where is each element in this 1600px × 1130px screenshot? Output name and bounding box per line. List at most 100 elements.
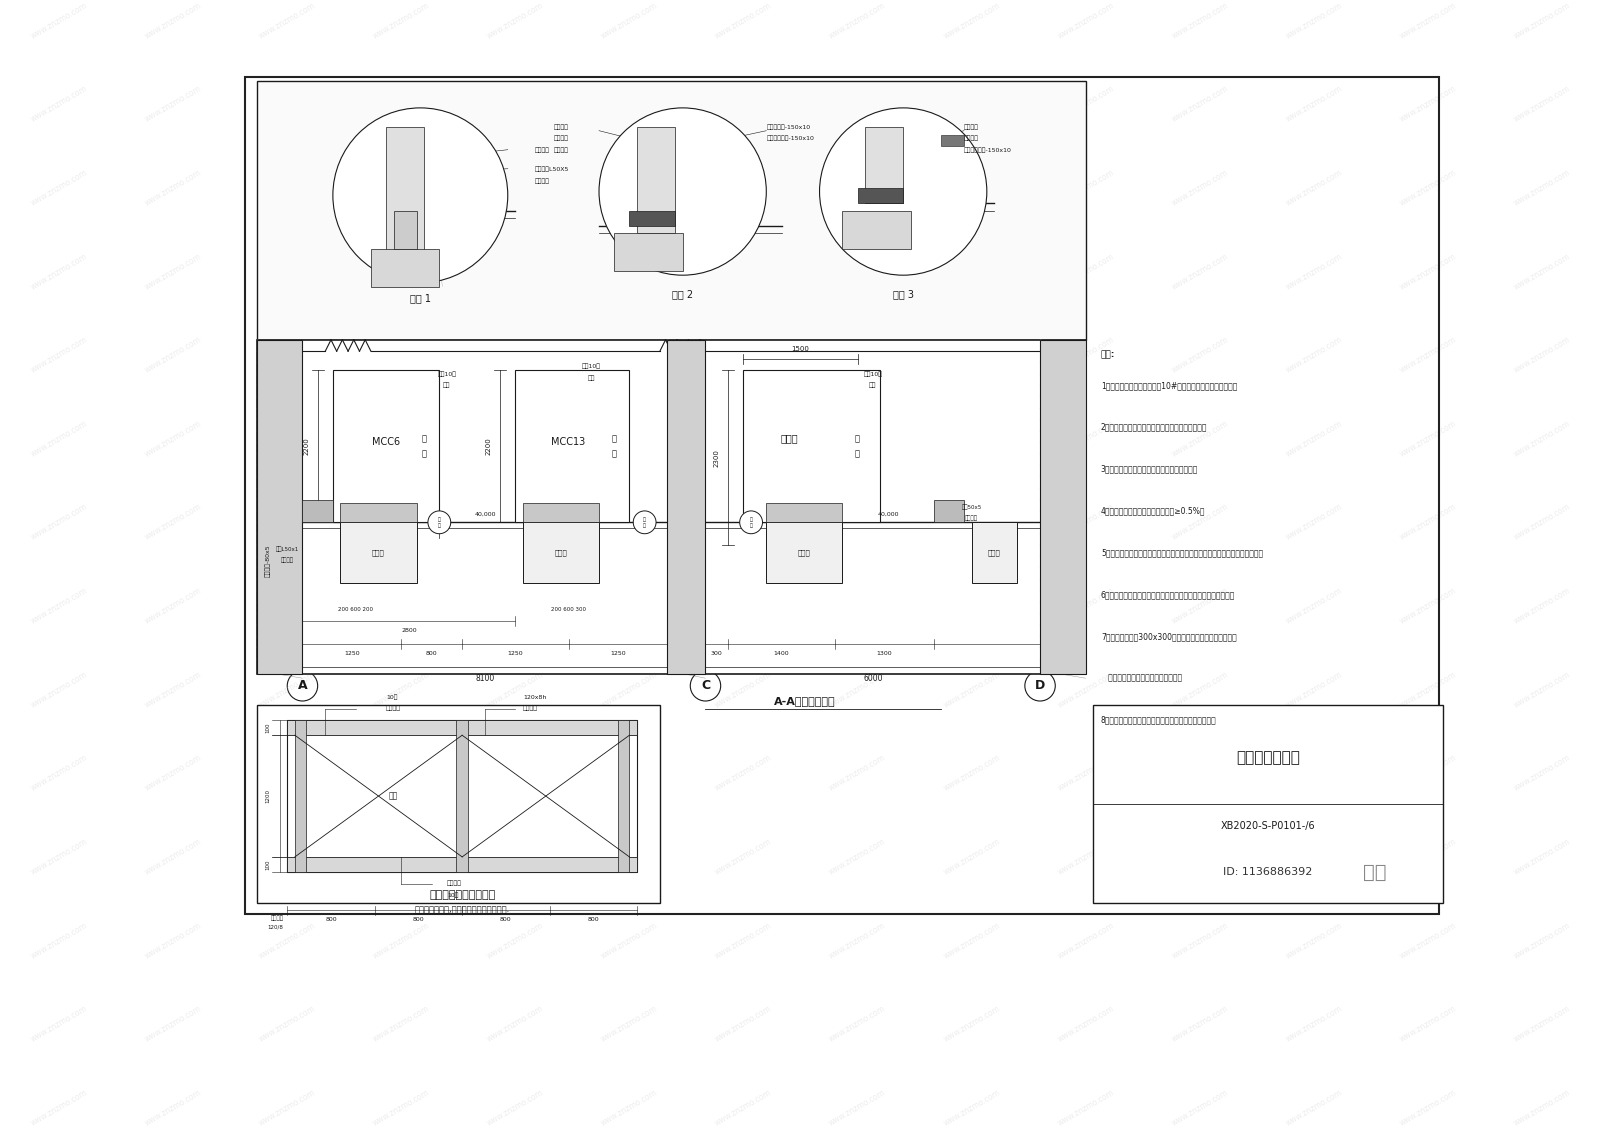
- Bar: [667, 340, 706, 675]
- Text: www.znzmo.com: www.znzmo.com: [258, 336, 317, 375]
- Bar: [629, 210, 675, 226]
- Text: 注：槽钢与扁钢,槽钢与槽钢的连接均焊接.: 注：槽钢与扁钢,槽钢与槽钢的连接均焊接.: [414, 905, 510, 914]
- Text: 通长: 通长: [869, 383, 877, 389]
- Text: 角钢50x5: 角钢50x5: [962, 504, 982, 510]
- Text: www.znzmo.com: www.znzmo.com: [1512, 921, 1571, 960]
- Text: www.znzmo.com: www.znzmo.com: [29, 168, 90, 208]
- Text: www.znzmo.com: www.znzmo.com: [485, 1005, 546, 1044]
- Text: 前: 前: [611, 450, 616, 459]
- Text: www.znzmo.com: www.znzmo.com: [485, 419, 546, 459]
- Text: www.znzmo.com: www.znzmo.com: [1398, 1005, 1458, 1044]
- Text: www.znzmo.com: www.znzmo.com: [485, 168, 546, 208]
- Text: 100: 100: [266, 722, 270, 733]
- Bar: [766, 522, 842, 583]
- Text: www.znzmo.com: www.znzmo.com: [600, 168, 659, 208]
- Text: www.znzmo.com: www.znzmo.com: [1170, 85, 1230, 124]
- Text: www.znzmo.com: www.znzmo.com: [258, 168, 317, 208]
- Text: www.znzmo.com: www.znzmo.com: [942, 503, 1002, 542]
- Text: www.znzmo.com: www.znzmo.com: [1283, 586, 1344, 626]
- Text: www.znzmo.com: www.znzmo.com: [714, 336, 773, 375]
- Bar: [371, 249, 440, 287]
- Text: www.znzmo.com: www.znzmo.com: [1398, 754, 1458, 793]
- Text: www.znzmo.com: www.znzmo.com: [144, 1, 203, 41]
- Text: www.znzmo.com: www.znzmo.com: [1056, 1, 1115, 41]
- Bar: [294, 720, 306, 872]
- Text: www.znzmo.com: www.znzmo.com: [827, 754, 888, 793]
- Text: MCC6: MCC6: [373, 437, 400, 447]
- Text: www.znzmo.com: www.znzmo.com: [942, 586, 1002, 626]
- Text: www.znzmo.com: www.znzmo.com: [29, 1005, 90, 1044]
- Text: www.znzmo.com: www.znzmo.com: [144, 1005, 203, 1044]
- Text: 7、在电缆沟设置300x300积水坑，坑底设置排水管，将水: 7、在电缆沟设置300x300积水坑，坑底设置排水管，将水: [1101, 632, 1237, 641]
- Text: www.znzmo.com: www.znzmo.com: [485, 586, 546, 626]
- Text: www.znzmo.com: www.znzmo.com: [827, 586, 888, 626]
- Text: www.znzmo.com: www.znzmo.com: [942, 85, 1002, 124]
- Text: 节
点: 节 点: [438, 516, 440, 528]
- Circle shape: [739, 511, 763, 533]
- Text: www.znzmo.com: www.znzmo.com: [1170, 670, 1230, 710]
- Text: www.znzmo.com: www.znzmo.com: [1056, 921, 1115, 960]
- Bar: [766, 503, 842, 522]
- Text: www.znzmo.com: www.znzmo.com: [1512, 586, 1571, 626]
- Text: www.znzmo.com: www.znzmo.com: [258, 85, 317, 124]
- Text: www.znzmo.com: www.znzmo.com: [1170, 1088, 1230, 1128]
- Bar: [523, 522, 598, 583]
- Text: www.znzmo.com: www.znzmo.com: [1283, 336, 1344, 375]
- Text: www.znzmo.com: www.znzmo.com: [1512, 837, 1571, 877]
- Text: www.znzmo.com: www.znzmo.com: [1170, 252, 1230, 292]
- Text: 扁钢通长: 扁钢通长: [270, 915, 283, 921]
- Text: www.znzmo.com: www.znzmo.com: [942, 1088, 1002, 1128]
- Bar: [258, 705, 659, 903]
- Text: www.znzmo.com: www.znzmo.com: [485, 252, 546, 292]
- Text: www.znzmo.com: www.znzmo.com: [714, 837, 773, 877]
- Circle shape: [333, 107, 507, 282]
- Text: www.znzmo.com: www.znzmo.com: [942, 670, 1002, 710]
- Text: www.znzmo.com: www.znzmo.com: [600, 336, 659, 375]
- Text: www.znzmo.com: www.znzmo.com: [600, 1088, 659, 1128]
- Text: www.znzmo.com: www.znzmo.com: [1398, 503, 1458, 542]
- Text: www.znzmo.com: www.znzmo.com: [1283, 921, 1344, 960]
- Text: www.znzmo.com: www.znzmo.com: [827, 85, 888, 124]
- Text: 1500: 1500: [792, 346, 810, 351]
- Text: 200 600 300: 200 600 300: [550, 607, 586, 612]
- Text: www.znzmo.com: www.znzmo.com: [29, 670, 90, 710]
- Text: www.znzmo.com: www.znzmo.com: [827, 837, 888, 877]
- Text: www.znzmo.com: www.znzmo.com: [1056, 419, 1115, 459]
- Text: www.znzmo.com: www.znzmo.com: [1170, 419, 1230, 459]
- Text: www.znzmo.com: www.znzmo.com: [1512, 168, 1571, 208]
- Text: www.znzmo.com: www.znzmo.com: [714, 1005, 773, 1044]
- Text: 槽钢10号: 槽钢10号: [437, 372, 456, 376]
- Bar: [744, 371, 880, 522]
- Text: 通长: 通长: [587, 375, 595, 381]
- Text: www.znzmo.com: www.znzmo.com: [485, 1, 546, 41]
- Text: www.znzmo.com: www.znzmo.com: [1283, 1, 1344, 41]
- Bar: [523, 503, 598, 522]
- Text: www.znzmo.com: www.znzmo.com: [1056, 1005, 1115, 1044]
- Text: www.znzmo.com: www.znzmo.com: [29, 336, 90, 375]
- Text: www.znzmo.com: www.znzmo.com: [258, 921, 317, 960]
- Text: www.znzmo.com: www.znzmo.com: [1056, 1088, 1115, 1128]
- Text: www.znzmo.com: www.znzmo.com: [371, 336, 432, 375]
- Text: www.znzmo.com: www.znzmo.com: [714, 921, 773, 960]
- Text: 1200: 1200: [266, 789, 270, 803]
- Text: www.znzmo.com: www.znzmo.com: [1512, 252, 1571, 292]
- Text: A: A: [298, 679, 307, 693]
- Text: 200 600 200: 200 600 200: [338, 607, 373, 612]
- Text: www.znzmo.com: www.znzmo.com: [1283, 1088, 1344, 1128]
- Text: 护边角钢L50X5: 护边角钢L50X5: [534, 166, 568, 172]
- Text: www.znzmo.com: www.znzmo.com: [1283, 252, 1344, 292]
- Text: www.znzmo.com: www.znzmo.com: [714, 168, 773, 208]
- Text: www.znzmo.com: www.znzmo.com: [485, 503, 546, 542]
- Text: 5、室内墙面抹灰刷白，屋顶只刷白，并进行耐火处理，地面采用绿色地坪漆。: 5、室内墙面抹灰刷白，屋顶只刷白，并进行耐火处理，地面采用绿色地坪漆。: [1101, 548, 1262, 557]
- Text: www.znzmo.com: www.znzmo.com: [714, 586, 773, 626]
- Text: 角钢L50x1: 角钢L50x1: [275, 546, 299, 551]
- Text: www.znzmo.com: www.znzmo.com: [942, 336, 1002, 375]
- Text: www.znzmo.com: www.znzmo.com: [827, 670, 888, 710]
- Text: 基础槽钢: 基础槽钢: [554, 136, 568, 141]
- Text: www.znzmo.com: www.znzmo.com: [371, 168, 432, 208]
- Text: 说明:: 说明:: [1101, 350, 1115, 359]
- Text: www.znzmo.com: www.znzmo.com: [1170, 837, 1230, 877]
- Text: www.znzmo.com: www.znzmo.com: [258, 837, 317, 877]
- Text: 800: 800: [587, 916, 598, 922]
- Bar: [858, 188, 902, 203]
